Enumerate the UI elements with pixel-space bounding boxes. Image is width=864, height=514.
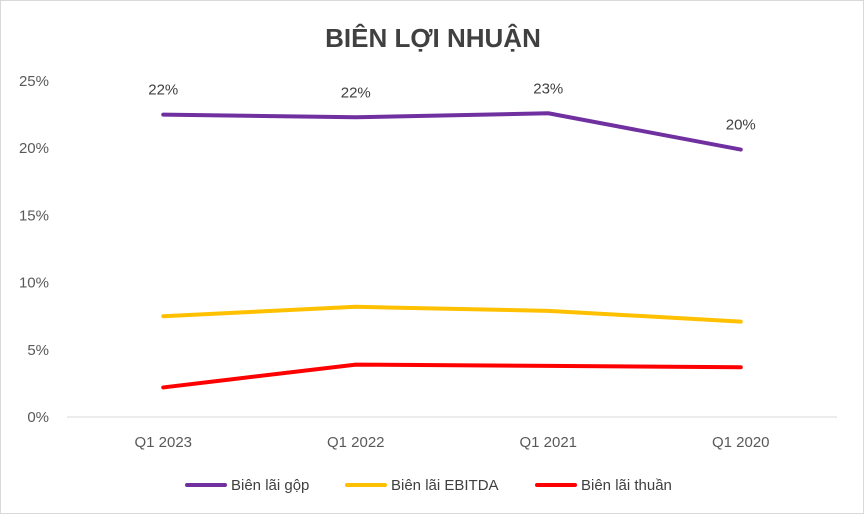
data-label: 22% [148, 82, 178, 99]
y-tick-label: 5% [27, 342, 49, 359]
legend-label: Biên lãi thuần [581, 477, 672, 494]
x-tick-label: Q1 2020 [712, 434, 770, 451]
x-axis: Q1 2023 Q1 2022 Q1 2021 Q1 2020 [67, 416, 837, 451]
series-line-3 [161, 362, 743, 390]
y-tick-label: 10% [19, 275, 49, 292]
y-tick-label: 20% [19, 140, 49, 157]
x-tick-label: Q1 2022 [327, 434, 385, 451]
data-label: 20% [726, 117, 756, 134]
data-labels: 22% 22% 23% 20% [148, 80, 756, 133]
data-label: 22% [341, 84, 371, 101]
x-tick-label: Q1 2023 [134, 434, 192, 451]
series-line-1 [161, 111, 743, 152]
y-tick-label: 0% [27, 409, 49, 426]
series-layer [161, 111, 743, 390]
legend-label: Biên lãi gộp [231, 477, 309, 494]
x-tick-label: Q1 2021 [519, 434, 577, 451]
legend-label: Biên lãi EBITDA [391, 477, 499, 494]
series-line-2 [161, 304, 743, 324]
legend: Biên lãi gộp Biên lãi EBITDA Biên lãi thuầ… [185, 477, 672, 494]
data-label: 23% [533, 80, 563, 97]
y-tick-label: 15% [19, 207, 49, 224]
y-axis: 0% 5% 10% 15% 20% 25% [19, 73, 49, 426]
y-tick-label: 25% [19, 73, 49, 90]
chart-title: BIÊN LỢI NHUẬN [325, 23, 541, 53]
